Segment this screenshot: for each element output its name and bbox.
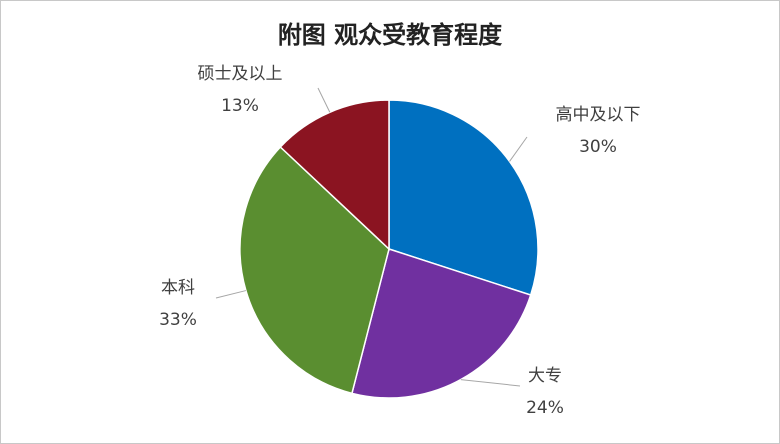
pie-slice [239,145,390,395]
slice-label: 高中及以下 [556,105,641,125]
slice-label: 硕士及以上 [198,64,283,84]
leader-line [509,136,528,162]
leader-line [215,290,247,299]
pie-slice [388,99,539,296]
pie-slice [351,248,532,399]
chart-title: 附图 观众受教育程度 [278,21,503,49]
slice-value-label: 33% [159,310,197,330]
slice-value-label: 24% [526,398,564,418]
slice-value-label: 30% [579,137,617,157]
slice-value-label: 13% [221,96,259,116]
slice-label: 大专 [528,366,562,386]
leader-line [460,379,521,387]
slice-label: 本科 [161,278,195,298]
leader-line [317,87,331,113]
